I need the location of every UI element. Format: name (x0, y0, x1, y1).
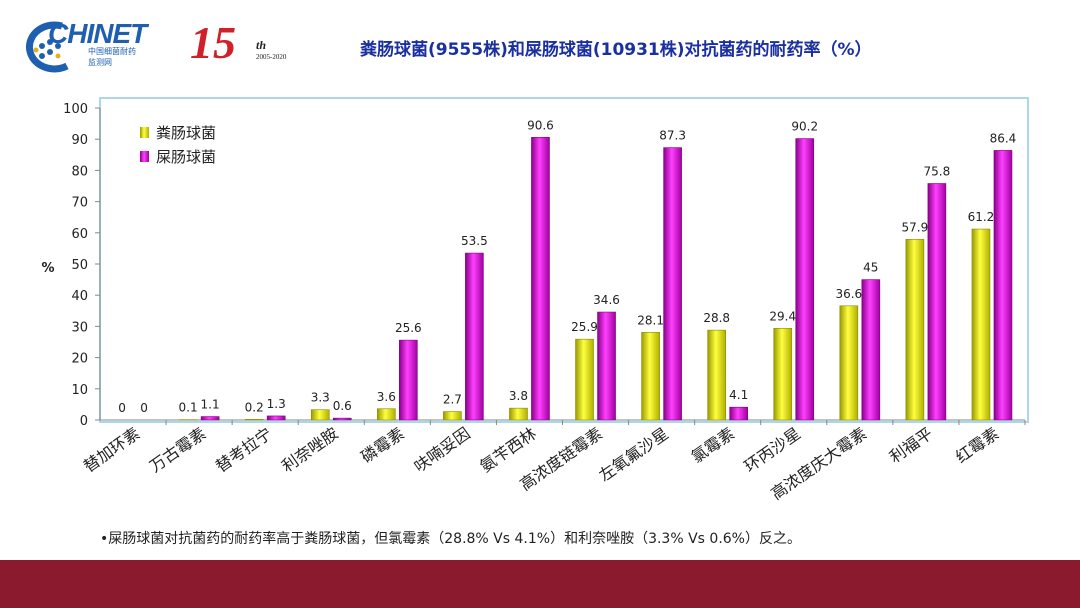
footnote: •屎肠球菌对抗菌药的耐药率高于粪肠球菌，但氯霉素（28.8% Vs 4.1%）和… (100, 531, 801, 547)
bar-faecium (993, 150, 1013, 421)
data-label: 2.7 (443, 393, 462, 407)
data-label: 61.2 (968, 210, 995, 224)
bar-faecalis (839, 305, 859, 421)
y-tick-label: 0 (80, 414, 88, 429)
legend-label: 屎肠球菌 (156, 148, 216, 166)
legend-swatch (140, 151, 149, 162)
bar-faecium (266, 415, 286, 421)
plot-area-border (99, 97, 1029, 423)
y-tick-label: 10 (71, 383, 88, 398)
data-label: 1.3 (267, 397, 286, 411)
bar-faecium (729, 406, 748, 421)
x-tick-label: 呋喃妥因 (410, 424, 473, 476)
data-label: 0.1 (179, 401, 198, 415)
y-tick-label: 30 (71, 320, 88, 335)
y-tick-label: 60 (71, 227, 88, 242)
data-label: 3.3 (311, 391, 330, 405)
data-label: 86.4 (990, 131, 1017, 145)
logo-globe-icon (25, 21, 69, 73)
bar-faecalis (971, 228, 991, 421)
y-tick-label: 100 (63, 102, 88, 117)
bar-faecalis (377, 408, 396, 421)
anniversary-suffix: th (256, 38, 267, 52)
data-label: 0 (118, 401, 126, 415)
bar-faecalis (575, 338, 594, 421)
data-label: 0 (140, 401, 148, 415)
bar-faecium (861, 279, 881, 421)
data-label: 0.6 (333, 399, 352, 413)
bar-faecium (332, 417, 352, 421)
data-label: 25.9 (571, 320, 598, 334)
bar-faecium (663, 147, 682, 421)
bar-faecium (465, 252, 484, 421)
bar-faecalis (244, 419, 264, 421)
y-axis-label: % (41, 261, 54, 276)
anniversary-years: 2005-2020 (256, 53, 287, 61)
data-label: 45 (863, 261, 878, 275)
data-label: 34.6 (593, 293, 620, 307)
bar-faecium (795, 138, 815, 421)
x-tick-label: 万古霉素 (146, 424, 209, 476)
data-label: 53.5 (461, 234, 488, 248)
y-tick-label: 90 (71, 133, 88, 148)
data-label: 3.8 (509, 389, 528, 403)
data-label: 0.2 (245, 400, 264, 414)
bar-faecium (927, 183, 947, 421)
data-label: 28.8 (703, 311, 730, 325)
x-tick-label: 左氧氟沙星 (595, 424, 671, 485)
x-tick-label: 替加环素 (80, 424, 143, 476)
y-tick-label: 20 (71, 352, 88, 367)
data-label: 28.1 (637, 313, 664, 327)
data-label: 75.8 (924, 165, 951, 179)
anniversary-mark: 15 (190, 17, 236, 68)
y-tick-label: 40 (71, 289, 88, 304)
x-tick-label: 氯霉素 (688, 424, 738, 467)
logo-text: CHINET (48, 18, 147, 49)
bar-faecalis (641, 332, 660, 421)
x-tick-label: 利福平 (886, 424, 936, 467)
y-tick-label: 50 (71, 258, 88, 273)
x-tick-label: 红霉素 (952, 424, 1002, 467)
data-label: 3.6 (377, 390, 396, 404)
x-tick-label: 利奈唑胺 (278, 424, 341, 476)
x-tick-label: 磷霉素 (357, 424, 407, 467)
bar-faecium (399, 339, 418, 421)
footer-bar (0, 560, 1080, 608)
bar-faecium (531, 137, 550, 421)
chart-title: 粪肠球菌(9555株)和屎肠球菌(10931株)对抗菌药的耐药率（%） (360, 40, 872, 60)
bar-faecium (200, 416, 220, 421)
bar-faecalis (905, 239, 925, 421)
data-label: 25.6 (395, 321, 422, 335)
y-tick-label: 70 (71, 196, 88, 211)
bar-faecalis (310, 409, 330, 421)
data-label: 4.1 (729, 388, 748, 402)
logo-subtitle-2: 监测网 (88, 58, 112, 67)
legend-swatch (140, 127, 149, 138)
data-label: 1.1 (201, 398, 220, 412)
data-label: 90.2 (791, 120, 818, 134)
data-label: 87.3 (659, 129, 686, 143)
data-label: 90.6 (527, 118, 554, 132)
x-tick-label: 替考拉宁 (212, 424, 275, 476)
bar-faecalis (773, 327, 793, 421)
bar-faecalis (707, 329, 726, 421)
bar-faecium (597, 311, 616, 421)
bar-faecalis (443, 411, 462, 421)
chinet-logo (22, 18, 172, 73)
data-label: 57.9 (902, 220, 929, 234)
bar-faecalis (509, 407, 528, 421)
logo-subtitle: 中国细菌耐药 (88, 47, 136, 56)
data-label: 36.6 (835, 287, 862, 301)
data-label: 29.4 (769, 309, 796, 323)
legend-label: 粪肠球菌 (156, 124, 216, 142)
y-tick-label: 80 (71, 164, 88, 179)
